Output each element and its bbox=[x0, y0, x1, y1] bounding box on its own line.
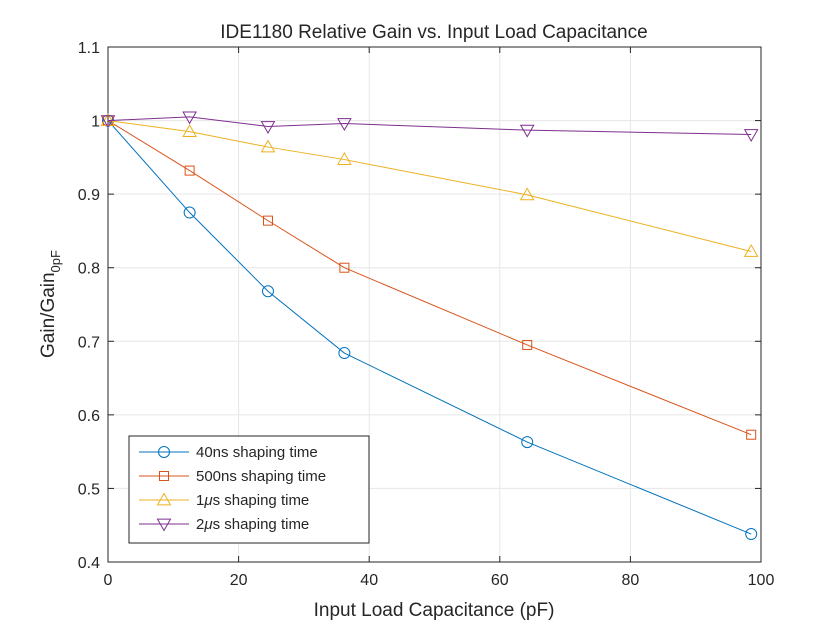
y-tick-label: 0.8 bbox=[78, 261, 100, 278]
plot-area: 0 20 40 60 80 100 0.4 0.5 0.6 0.7 0.8 0.9 1 1.1 bbox=[78, 40, 775, 589]
legend-label-prefix: 2 bbox=[196, 516, 204, 533]
legend-label: 40ns shaping time bbox=[196, 444, 318, 461]
legend-item: 1μs shaping time bbox=[139, 492, 309, 509]
legend-swatch-marker bbox=[156, 518, 172, 532]
legend-swatch-marker bbox=[159, 471, 169, 481]
y-tick-label: 0.6 bbox=[78, 408, 100, 425]
legend-item: 2μs shaping time bbox=[139, 516, 309, 533]
data-point bbox=[100, 115, 116, 129]
y-tick-label: 0.5 bbox=[78, 481, 100, 498]
series-3 bbox=[100, 113, 759, 257]
chart-title: IDE1180 Relative Gain vs. Input Load Cap… bbox=[220, 22, 647, 43]
x-tick-label: 40 bbox=[360, 572, 378, 589]
data-point bbox=[182, 111, 197, 125]
series-line bbox=[107, 120, 752, 535]
y-tick-label: 0.4 bbox=[78, 555, 100, 572]
data-point bbox=[182, 124, 197, 137]
data-point bbox=[743, 244, 759, 257]
x-tick-label: 20 bbox=[230, 572, 248, 589]
y-tick-label: 1 bbox=[91, 114, 100, 131]
series-4 bbox=[100, 111, 759, 143]
legend-label-suffix: s shaping time bbox=[213, 492, 310, 509]
data-point bbox=[100, 113, 116, 126]
data-point bbox=[260, 121, 276, 134]
x-axis-title: Input Load Capacitance (pF) bbox=[314, 600, 555, 621]
legend-label-prefix: 40ns bbox=[196, 444, 229, 461]
x-tick-label: 0 bbox=[104, 572, 113, 589]
legend-label-suffix: shaping time bbox=[229, 444, 318, 461]
data-point bbox=[262, 215, 273, 226]
legend-label-prefix: 1 bbox=[196, 492, 204, 509]
y-axis-title: Gain/Gain0pF bbox=[38, 250, 63, 358]
x-tick-label: 80 bbox=[622, 572, 640, 589]
data-point bbox=[522, 339, 533, 350]
data-point bbox=[260, 139, 276, 153]
x-tick-label: 100 bbox=[748, 572, 775, 589]
y-axis-title-main: Gain/Gain bbox=[38, 272, 59, 358]
series-line bbox=[107, 116, 752, 136]
legend-label-mu: μ bbox=[203, 516, 212, 533]
x-tick-label: 60 bbox=[491, 572, 509, 589]
legend-label: 2μs shaping time bbox=[196, 516, 309, 533]
data-point bbox=[519, 124, 535, 138]
data-point bbox=[746, 429, 757, 440]
data-point bbox=[338, 347, 351, 360]
y-tick-label: 1.1 bbox=[78, 40, 100, 57]
y-tick-label: 0.7 bbox=[78, 334, 100, 351]
data-point bbox=[521, 436, 534, 449]
legend-item: 500ns shaping time bbox=[139, 468, 326, 485]
axes-box bbox=[107, 46, 762, 563]
data-point bbox=[743, 129, 759, 143]
data-point bbox=[519, 187, 535, 201]
data-point bbox=[745, 528, 758, 541]
data-point bbox=[261, 285, 274, 298]
legend-label: 1μs shaping time bbox=[196, 492, 309, 509]
legend-swatch-marker bbox=[158, 446, 170, 458]
legend-item: 40ns shaping time bbox=[139, 444, 318, 461]
data-point bbox=[183, 206, 196, 219]
data-point bbox=[339, 262, 350, 273]
legend-swatch-marker bbox=[156, 492, 172, 506]
y-tick-label: 0.9 bbox=[78, 187, 100, 204]
legend-label-prefix: 500ns bbox=[196, 468, 237, 485]
legend-label-suffix: s shaping time bbox=[213, 516, 310, 533]
series-line bbox=[107, 120, 752, 436]
legend-label-mu: μ bbox=[203, 492, 212, 509]
series-1 bbox=[102, 114, 758, 541]
data-point bbox=[184, 165, 195, 176]
data-point bbox=[337, 152, 352, 165]
legend-label: 500ns shaping time bbox=[196, 468, 326, 485]
data-point bbox=[337, 118, 352, 132]
series-line bbox=[107, 120, 752, 253]
legend-label-suffix: shaping time bbox=[237, 468, 326, 485]
y-axis-title-subscript: 0pF bbox=[48, 250, 63, 272]
